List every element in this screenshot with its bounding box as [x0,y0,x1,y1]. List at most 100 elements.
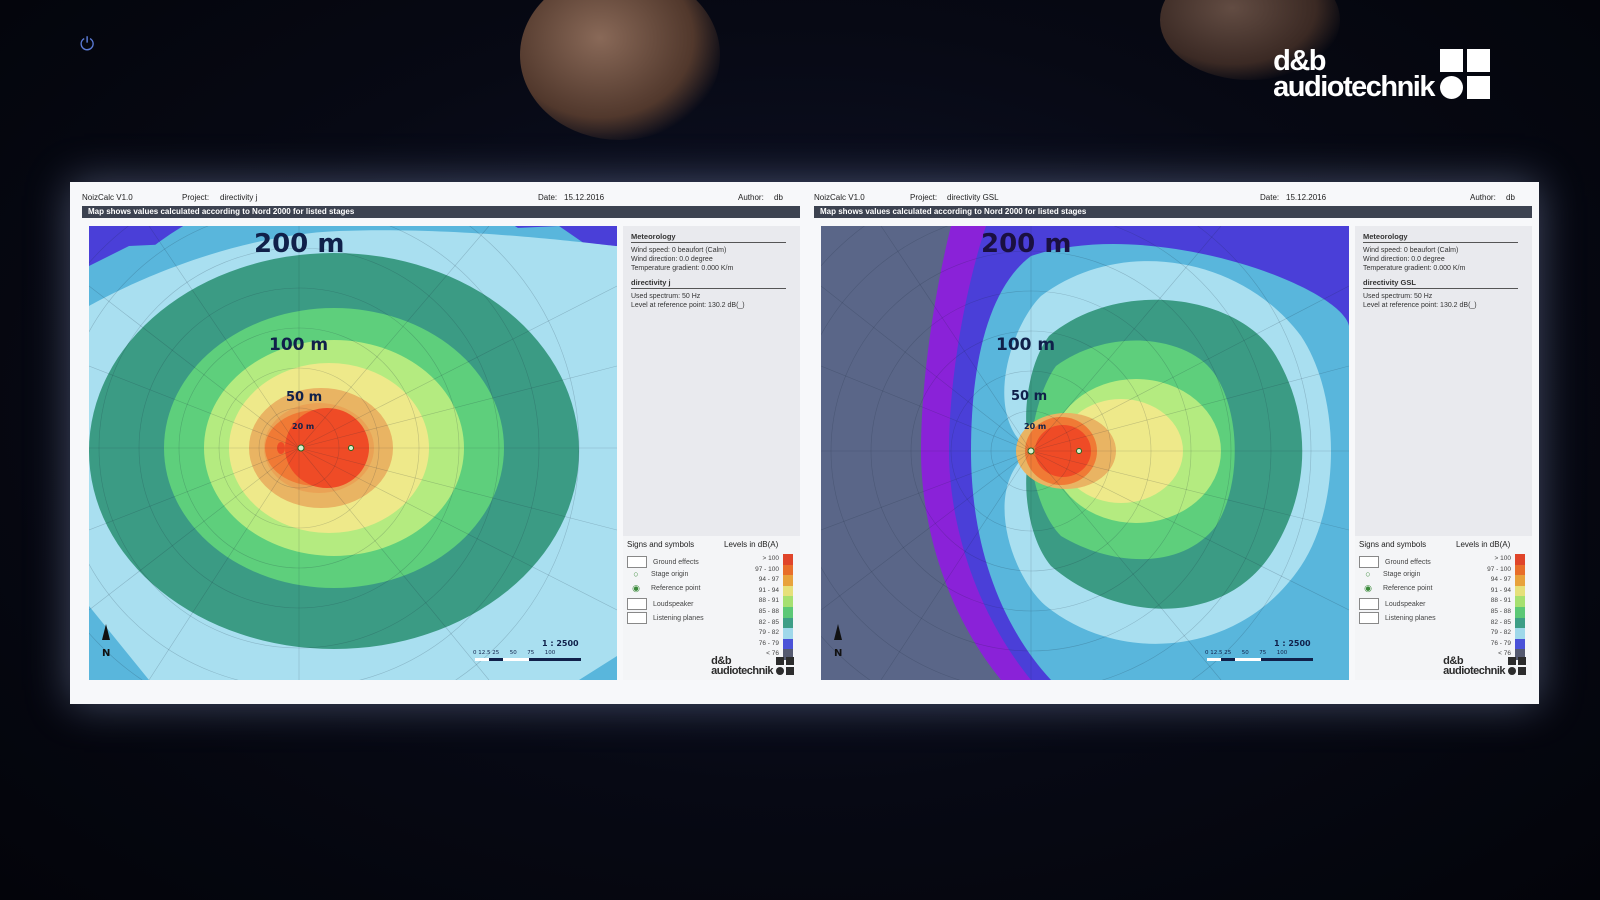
north-arrow-icon [102,624,110,640]
listening-planes-swatch [1359,612,1379,624]
wind-speed: Wind speed: 0 beaufort (Calm) [1363,247,1459,254]
author-label: Author: [738,193,764,202]
power-icon[interactable]: ⏻ [80,34,95,54]
noise-map[interactable]: 200 m 100 m 50 m 20 m 1 : 2500 0 12.5 25… [821,226,1349,680]
level-swatch [1515,638,1525,650]
sheet-directivity-j: NoizCalc V1.0 Project: directivity j Dat… [82,190,800,690]
legend-ground-effects: Ground effects [627,556,699,568]
author-value: db [774,193,783,202]
level-scale: > 100 97 - 100 94 - 97 91 - 94 88 - 91 85 - 8… [1465,554,1525,660]
stage-origin-icon: ○ [1365,569,1371,579]
date-label: Date: [538,193,558,202]
legend-stage-origin: ○ Stage origin [627,570,688,579]
level-swatch [1515,617,1525,629]
level-range: 76 - 79 [1490,639,1511,647]
level-row: > 100 [733,554,793,565]
project-name: directivity GSL [947,193,999,202]
level-swatch [783,638,793,650]
scale-ticks: 0 12.5 25 50 75 100 [473,650,556,656]
scale-ratio: 1 : 2500 [1274,639,1311,648]
stage-title: directivity j [631,278,786,289]
db-squares-icon [1508,657,1526,675]
brand-line1: d&b [1273,45,1326,77]
level-row: < 76 [733,649,793,660]
level-row: 85 - 88 [733,606,793,618]
sheet-header: NoizCalc V1.0 Project: directivity GSL D… [814,190,1532,204]
legend-ground-effects: Ground effects [1359,556,1431,568]
level-swatch [1515,554,1525,565]
noise-map[interactable]: 200 m 100 m 50 m 20 m 1 : 2500 0 12.5 25… [89,226,617,680]
level-row: 76 - 79 [1465,638,1525,650]
level-scale: > 100 97 - 100 94 - 97 91 - 94 88 - 91 85 - 8… [733,554,793,660]
brand-line2: audiotechnik [1273,71,1435,103]
level-row: 88 - 91 [733,596,793,607]
project-label: Project: [182,193,210,202]
level-range: < 76 [1498,650,1511,658]
range-label-200m: 200 m [254,229,344,259]
ground-effects-swatch [627,556,647,568]
north-label: N [834,648,842,659]
level-row: 76 - 79 [733,638,793,650]
level-swatch [783,554,793,565]
level-row: < 76 [1465,649,1525,660]
north-arrow-icon [834,624,842,640]
scale-ratio: 1 : 2500 [542,639,579,648]
range-label-200m: 200 m [981,229,1071,259]
meteorology-block: Meteorology Wind speed: 0 beaufort (Calm… [631,232,786,273]
brand-squares-icon [1440,49,1490,99]
range-label-50m: 50 m [1011,389,1047,404]
stage-block: directivity GSL Used spectrum: 50 Hz Lev… [1363,278,1518,310]
sheet-header: NoizCalc V1.0 Project: directivity j Dat… [82,190,800,204]
level-row: 97 - 100 [733,564,793,576]
range-label-100m: 100 m [269,335,328,355]
legend-loudspeaker: Loudspeaker [627,598,693,610]
project-name: directivity j [220,193,258,202]
loudspeaker-swatch [1359,598,1379,610]
stage-origin-marker [297,444,305,452]
author-label: Author: [1470,193,1496,202]
meteorology-title: Meteorology [631,232,786,243]
wind-direction: Wind direction: 0.0 degree [631,256,713,263]
info-panel: Meteorology Wind speed: 0 beaufort (Calm… [623,226,800,680]
level-swatch [783,606,793,618]
level-swatch [783,617,793,629]
db-logo: d&b audiotechnik [1443,656,1526,677]
level-range: 91 - 94 [1490,586,1511,594]
legend-reference-point: ◉ Reference point [1359,584,1432,593]
level-range: 79 - 82 [1490,629,1511,637]
level-range: 97 - 100 [755,565,779,573]
sheet-directivity-gsl: NoizCalc V1.0 Project: directivity GSL D… [814,190,1532,690]
db-logo: d&b audiotechnik [711,656,794,677]
level-swatch [783,564,793,576]
level-row: 91 - 94 [733,585,793,597]
app-name: NoizCalc V1.0 [82,193,133,202]
level-swatch [783,628,793,639]
range-label-20m: 20 m [292,422,314,431]
level-range: 76 - 79 [758,639,779,647]
level-row: 82 - 85 [1465,617,1525,629]
legend-loudspeaker: Loudspeaker [1359,598,1425,610]
level-range: 88 - 91 [1490,597,1511,605]
level-range: 91 - 94 [758,586,779,594]
author-value: db [1506,193,1515,202]
brand-logo: d&b audiotechnik [1273,45,1490,103]
level-swatch [783,575,793,586]
wind-speed: Wind speed: 0 beaufort (Calm) [631,247,727,254]
level-range: 88 - 91 [758,597,779,605]
reference-level: Level at reference point: 130.2 dB(_) [1363,302,1477,309]
level-range: 85 - 88 [1490,607,1511,615]
level-row: 79 - 82 [1465,628,1525,639]
date-value: 15.12.2016 [1286,193,1327,202]
ground-effects-swatch [1359,556,1379,568]
level-range: > 100 [762,555,779,562]
stage-origin-marker [1027,447,1035,455]
calc-banner: Map shows values calculated according to… [814,206,1532,218]
temperature-gradient: Temperature gradient: 0.000 K/m [631,265,734,272]
meteorology-block: Meteorology Wind speed: 0 beaufort (Calm… [1363,232,1518,273]
level-swatch [783,596,793,607]
level-row: 94 - 97 [1465,575,1525,586]
levels-title: Levels in dB(A) [1456,540,1511,549]
legend-panel: Signs and symbols Ground effects ○ Stage … [623,536,800,680]
level-row: 94 - 97 [733,575,793,586]
level-swatch [783,585,793,597]
